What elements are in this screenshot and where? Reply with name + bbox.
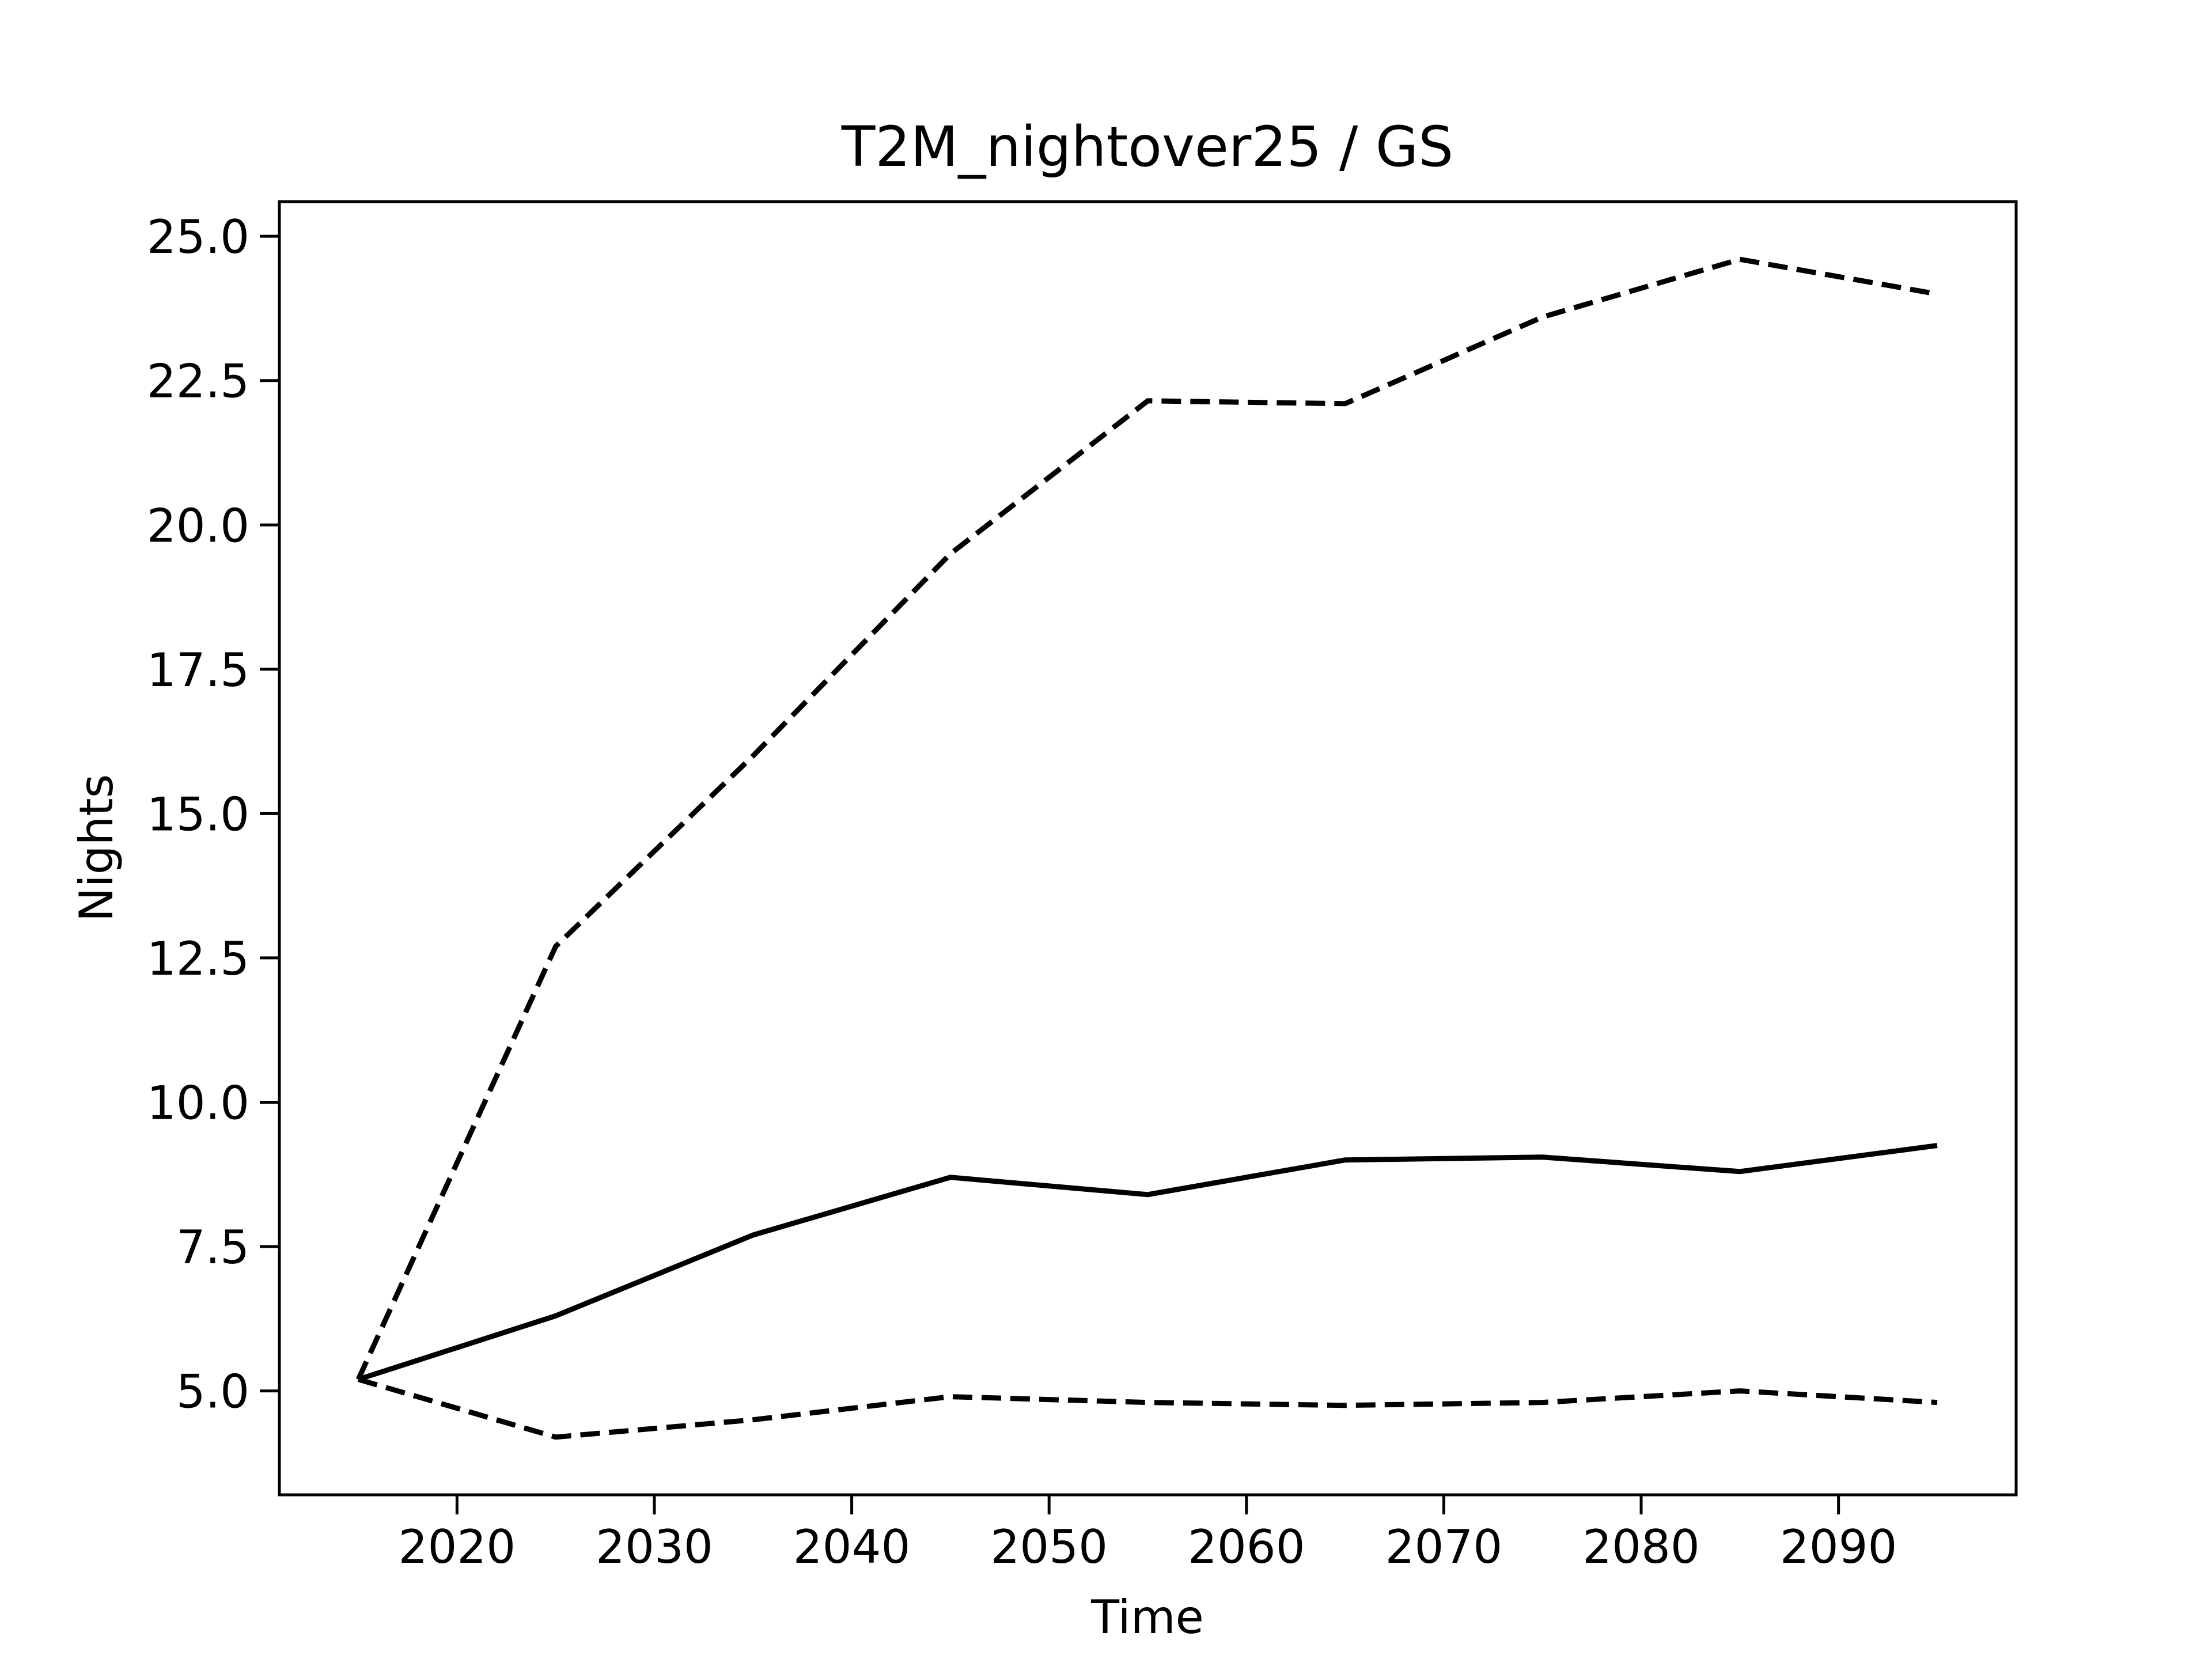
- y-tick-label: 10.0: [147, 1076, 249, 1130]
- plot-area: [278, 200, 2018, 1497]
- x-tick-label: 2090: [1780, 1520, 1897, 1574]
- y-axis: 5.0 7.5 10.0 12.5 15.0 17.5 20.0 22.5 25.0: [147, 210, 279, 1419]
- y-tick-label: 5.0: [176, 1365, 249, 1419]
- x-axis-label: Time: [1090, 1590, 1204, 1644]
- y-tick-label: 20.0: [147, 499, 249, 552]
- x-tick-label: 2070: [1385, 1520, 1503, 1574]
- series-line-2: [355, 256, 1938, 1381]
- x-tick-label: 2060: [1188, 1520, 1305, 1574]
- series-layer: [355, 256, 1938, 1440]
- y-tick-label: 7.5: [176, 1221, 249, 1274]
- series-line-1: [357, 1143, 1938, 1382]
- y-axis-label: Nights: [70, 774, 123, 922]
- y-tick-label: 12.5: [147, 932, 249, 986]
- y-tick-label: 25.0: [147, 210, 249, 264]
- y-tick-label: 22.5: [147, 355, 249, 408]
- chart-title: T2M_nightover25 / GS: [841, 115, 1453, 179]
- x-tick-label: 2050: [990, 1520, 1108, 1574]
- x-tick-label: 2040: [793, 1520, 911, 1574]
- series-line-3: [357, 1377, 1938, 1440]
- y-tick-label: 17.5: [147, 643, 249, 697]
- plot-frame: [278, 200, 2018, 1497]
- x-tick-label: 2020: [399, 1520, 516, 1574]
- x-tick-label: 2030: [596, 1520, 713, 1574]
- x-tick-label: 2080: [1582, 1520, 1700, 1574]
- x-axis: 2020 2030 2040 2050 2060 2070 2080 2090: [399, 1495, 1897, 1574]
- y-tick-label: 15.0: [147, 787, 249, 841]
